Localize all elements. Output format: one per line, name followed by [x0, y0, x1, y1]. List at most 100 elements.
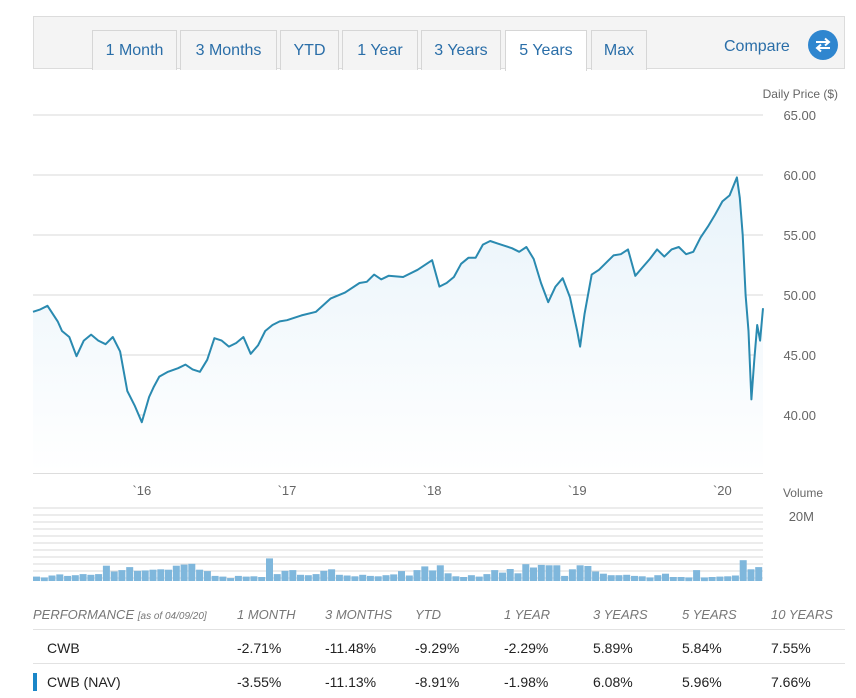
x-tick-label: `18 — [423, 483, 442, 498]
y-tick-label: 45.00 — [783, 348, 816, 363]
cell-ytd: -8.91% — [415, 674, 460, 690]
volume-bar — [413, 570, 421, 581]
volume-bar — [273, 574, 281, 581]
volume-bar — [141, 570, 149, 581]
tab-1-year[interactable]: 1 Year — [342, 30, 418, 70]
volume-bar — [716, 576, 724, 581]
volume-bar — [48, 575, 56, 581]
volume-bar — [102, 565, 110, 581]
volume-bar — [700, 577, 708, 582]
volume-bar — [196, 569, 204, 581]
x-tick-label: `19 — [568, 483, 587, 498]
volume-bar — [328, 569, 336, 581]
nav-series-marker — [33, 673, 37, 691]
volume-bar — [584, 566, 592, 581]
volume-bar — [405, 575, 413, 581]
table-row: CWB (NAV) -3.55% -11.13% -8.91% -1.98% 6… — [33, 664, 845, 698]
volume-bar — [118, 570, 126, 581]
volume-bar — [677, 577, 685, 581]
tab-1-month[interactable]: 1 Month — [92, 30, 177, 70]
volume-bar — [335, 574, 343, 581]
volume-bar — [452, 576, 460, 581]
cell-1-month: -2.71% — [237, 640, 282, 656]
volume-bar — [203, 571, 211, 581]
volume-bar — [382, 575, 390, 581]
tab-5-years[interactable]: 5 Years — [505, 30, 587, 71]
volume-bar — [242, 576, 250, 581]
volume-bar — [320, 570, 328, 581]
volume-bar — [165, 569, 172, 581]
volume-bar — [638, 576, 646, 581]
cell-1-year: -1.98% — [504, 674, 549, 690]
cell-1-year: -2.29% — [504, 640, 549, 656]
x-tick-label: `20 — [713, 483, 732, 498]
volume-bar — [188, 563, 196, 581]
volume-bar — [530, 567, 537, 581]
volume-bar — [436, 565, 444, 581]
volume-bar — [281, 570, 289, 581]
volume-bar — [64, 575, 72, 581]
volume-bar — [747, 569, 755, 581]
compare-button[interactable] — [808, 30, 838, 60]
volume-bar — [545, 565, 553, 581]
tab-3-years[interactable]: 3 Years — [421, 30, 501, 70]
volume-bar — [359, 574, 367, 581]
volume-bar — [304, 575, 312, 581]
performance-header-row: PERFORMANCE [as of 04/09/20] 1 MONTH 3 M… — [33, 600, 845, 630]
tab-ytd[interactable]: YTD — [280, 30, 339, 70]
col-ytd: YTD — [415, 607, 441, 622]
compare-link[interactable]: Compare — [724, 38, 790, 55]
volume-axis-label: Volume — [783, 486, 823, 500]
price-volume-chart: Daily Price ($) 65.00 60.00 55.00 50.00 45.0… — [32, 87, 838, 582]
price-area-fill — [33, 177, 763, 473]
col-5-years: 5 YEARS — [682, 607, 737, 622]
volume-bar — [40, 577, 48, 582]
volume-bar — [475, 576, 483, 581]
volume-bar — [599, 573, 607, 581]
volume-bar — [374, 576, 382, 581]
volume-bar — [398, 571, 405, 581]
volume-bar — [297, 574, 304, 581]
volume-bar — [366, 575, 374, 581]
volume-bar — [172, 565, 180, 581]
volume-bar — [444, 573, 452, 581]
y-axis-label: Daily Price ($) — [763, 87, 838, 101]
volume-bar — [592, 571, 600, 581]
volume-bar — [429, 570, 437, 581]
cell-ytd: -9.29% — [415, 640, 460, 656]
volume-tick-20m: 20M — [789, 509, 814, 524]
volume-bar — [654, 575, 662, 581]
tab-max[interactable]: Max — [591, 30, 647, 70]
col-1-year: 1 YEAR — [504, 607, 551, 622]
volume-bar — [87, 574, 95, 581]
volume-bar — [731, 575, 739, 581]
swap-arrows-icon — [815, 37, 831, 53]
cell-3-years: 6.08% — [593, 674, 633, 690]
volume-bar — [607, 575, 615, 581]
cell-5-years: 5.84% — [682, 640, 722, 656]
volume-bar — [693, 570, 701, 581]
y-tick-label: 55.00 — [783, 228, 816, 243]
volume-bar — [157, 569, 165, 581]
col-3-months: 3 MONTHS — [325, 607, 393, 622]
volume-bar — [234, 575, 242, 581]
volume-bar — [79, 574, 87, 581]
performance-table: PERFORMANCE [as of 04/09/20] 1 MONTH 3 M… — [33, 600, 845, 698]
cell-10-years: 7.55% — [771, 640, 811, 656]
cell-5-years: 5.96% — [682, 674, 722, 690]
col-1-month: 1 MONTH — [237, 607, 296, 622]
volume-bar — [211, 575, 219, 581]
volume-bar — [71, 575, 79, 581]
tab-3-months[interactable]: 3 Months — [180, 30, 277, 70]
x-tick-label: `16 — [132, 483, 151, 498]
y-tick-label: 65.00 — [783, 108, 816, 123]
range-tab-bar: 1 Month 3 Months YTD 1 Year 3 Years 5 Ye… — [33, 16, 845, 71]
volume-bar — [258, 577, 266, 581]
volume-bar — [250, 576, 258, 581]
volume-bar — [708, 577, 716, 581]
table-row: CWB -2.71% -11.48% -9.29% -2.29% 5.89% 5… — [33, 630, 845, 664]
volume-bar — [421, 566, 429, 581]
volume-bar — [499, 572, 506, 581]
volume-bar — [134, 570, 141, 581]
y-tick-label: 60.00 — [783, 168, 816, 183]
